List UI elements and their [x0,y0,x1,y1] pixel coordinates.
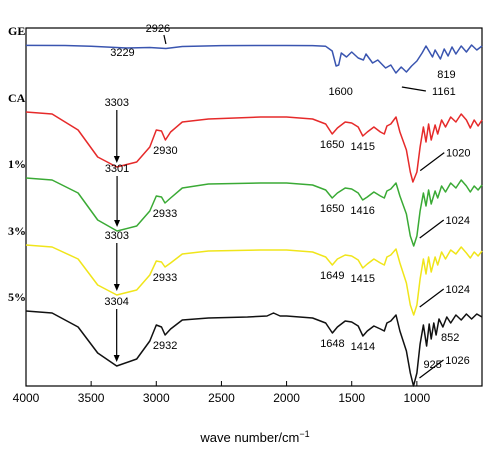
peak-label: 1415 [351,273,375,285]
peak-label: 1161 [432,86,456,98]
peak-label: 1649 [320,270,344,282]
peak-label: 1020 [446,148,470,160]
series-label-1pct: 1% [8,157,26,171]
annotation-arrow [419,219,445,239]
series-line-ge [25,44,483,74]
peak-label: 1024 [445,215,469,227]
annotation-arrowhead [113,355,120,362]
peak-label: 1024 [445,284,469,296]
peak-label: 3304 [104,296,128,308]
peak-label: 2930 [153,145,177,157]
x-tick-label: 1500 [338,391,365,405]
annotation-arrow [163,34,167,45]
plot-frame [25,27,483,387]
series-label-ge: GE [8,24,25,38]
peak-label: 3303 [105,230,129,242]
peak-label: 2926 [146,23,170,35]
peak-label: 1416 [350,205,374,217]
series-line-1pct [25,177,483,247]
series-label-5pct: 5% [8,290,26,304]
x-tick-label: 2000 [273,391,300,405]
annotation-arrowhead [114,220,121,227]
series-line-3pct [25,244,483,316]
series-label-ca: CA [8,91,26,105]
x-tick-label: 3500 [78,391,105,405]
peak-label: 3229 [110,47,134,59]
peak-label: 3301 [105,163,129,175]
x-axis-ticks: 4000 3500 3000 2500 2000 1500 1000 [13,381,431,405]
peak-label: 2932 [153,340,177,352]
peak-label: 3303 [105,97,129,109]
x-tick-label: 2500 [208,391,235,405]
peak-label: 819 [437,69,455,81]
peak-label: 1600 [328,86,352,98]
peak-label: 925 [423,359,441,371]
peak-label: 2933 [153,272,177,284]
annotation-layer: 3229 2926 1600 1161 819 3303 2930 1650 1415 1020 3… [104,23,470,379]
annotation-arrow [419,152,445,172]
x-axis-title-main: wave number/cm [199,430,299,445]
peak-label: 2933 [153,208,177,220]
peak-label: 852 [441,332,459,344]
peak-label: 1026 [445,355,469,367]
x-axis-title-superscript: −1 [299,429,309,439]
series-layer: GE CA 1% 3% 5% [8,24,483,387]
series-line-ca [25,111,483,183]
annotation-arrow [401,86,426,92]
peak-label: 1414 [351,341,375,353]
annotation-arrowhead [113,156,120,163]
x-tick-label: 1000 [404,391,431,405]
series-label-3pct: 3% [8,224,26,238]
x-axis-title: wave number/cm−1 [199,429,309,445]
annotation-arrowhead [113,284,120,291]
x-tick-label: 4000 [13,391,40,405]
peak-label: 1648 [320,338,344,350]
annotation-arrow [419,359,444,379]
peak-label: 1650 [320,139,344,151]
annotation-arrow [419,288,445,308]
series-line-5pct [25,310,483,387]
x-tick-label: 3000 [143,391,170,405]
peak-label: 1650 [320,203,344,215]
peak-label: 1415 [351,141,375,153]
